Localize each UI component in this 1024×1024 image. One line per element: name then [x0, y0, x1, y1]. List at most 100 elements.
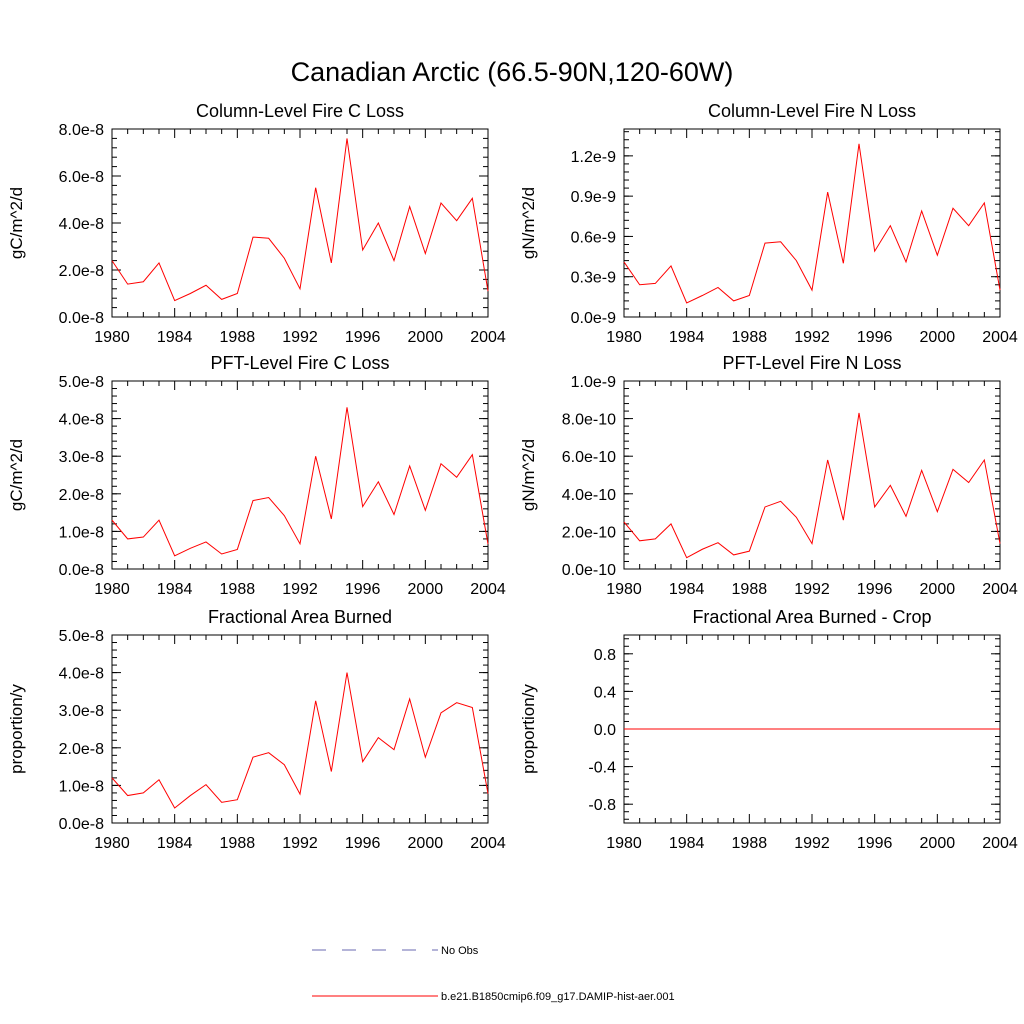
x-tick-label: 1984 [157, 329, 193, 346]
y-tick-label: 0.4 [594, 684, 616, 701]
series-line [111, 138, 489, 302]
panels: Column-Level Fire C Loss gC/m^2/d 1980 1984… [7, 101, 1018, 852]
y-tick-label: -0.4 [588, 760, 616, 777]
y-tick-label: 0.0e-8 [59, 562, 104, 579]
legend-obs-label: No Obs [441, 945, 479, 957]
x-tick-label: 2000 [920, 329, 956, 346]
x-tick-label: 1988 [732, 329, 768, 346]
y-tick-label: 8.0e-10 [562, 412, 616, 429]
x-tick-label: 1984 [669, 581, 705, 598]
x-tick-label: 2000 [920, 835, 956, 852]
x-tick-label: 1980 [606, 835, 642, 852]
x-tick-label: 1980 [606, 329, 642, 346]
x-tick-label: 1992 [794, 581, 830, 598]
x-tick-label: 1980 [94, 835, 130, 852]
x-tick-label: 2004 [470, 329, 506, 346]
y-tick-label: 0.0e-9 [571, 310, 616, 327]
x-tick-label: 1992 [282, 581, 318, 598]
y-tick-label: 4.0e-8 [59, 666, 104, 683]
figure-title: Canadian Arctic (66.5-90N,120-60W) [291, 57, 734, 87]
x-tick-label: 2004 [470, 835, 506, 852]
panel-title: PFT-Level Fire C Loss [210, 353, 389, 373]
x-tick-label: 1984 [157, 581, 193, 598]
series-line [111, 672, 489, 809]
x-tick-label: 2004 [470, 581, 506, 598]
y-tick-label: 2.0e-8 [59, 741, 104, 758]
x-tick-label: 1996 [857, 329, 893, 346]
y-axis-label: proportion/y [7, 684, 26, 774]
y-tick-label: 5.0e-8 [59, 374, 104, 391]
x-tick-label: 1996 [345, 329, 381, 346]
panel-5: Fractional Area Burned proportion/y 1980 19… [7, 607, 506, 852]
x-tick-label: 2004 [982, 835, 1018, 852]
y-axis-label: gN/m^2/d [519, 439, 538, 511]
y-tick-label: 1.2e-9 [571, 149, 616, 166]
y-axis-label: gN/m^2/d [519, 187, 538, 259]
y-tick-label: 3.0e-8 [59, 703, 104, 720]
y-tick-label: 5.0e-8 [59, 628, 104, 645]
x-tick-label: 1984 [157, 835, 193, 852]
x-tick-label: 2004 [982, 581, 1018, 598]
legend: No Obs b.e21.B1850cmip6.f09_g17.DAMIP-hi… [312, 945, 675, 1003]
y-tick-label: 3.0e-8 [59, 449, 104, 466]
panel-3: PFT-Level Fire C Loss gC/m^2/d 1980 1984 198… [7, 353, 506, 598]
x-tick-label: 2004 [982, 329, 1018, 346]
y-tick-label: 2.0e-8 [59, 487, 104, 504]
y-tick-label: 8.0e-8 [59, 122, 104, 139]
x-tick-label: 1992 [794, 329, 830, 346]
legend-model-label: b.e21.B1850cmip6.f09_g17.DAMIP-hist-aer.… [441, 991, 675, 1003]
x-tick-label: 1988 [732, 581, 768, 598]
panel-title: Column-Level Fire N Loss [708, 101, 916, 121]
y-axis-label: proportion/y [519, 684, 538, 774]
y-tick-label: 2.0e-10 [562, 524, 616, 541]
x-tick-label: 1980 [94, 329, 130, 346]
y-tick-label: 2.0e-8 [59, 263, 104, 280]
y-axis-label: gC/m^2/d [7, 187, 26, 259]
x-tick-label: 1992 [282, 329, 318, 346]
series-line [111, 407, 489, 557]
x-tick-label: 1988 [732, 835, 768, 852]
y-tick-label: 0.6e-9 [571, 229, 616, 246]
y-tick-label: 0.3e-9 [571, 270, 616, 287]
panel-title: Column-Level Fire C Loss [196, 101, 404, 121]
y-axis-label: gC/m^2/d [7, 439, 26, 511]
x-tick-label: 2000 [408, 581, 444, 598]
y-tick-label: 6.0e-8 [59, 169, 104, 186]
x-tick-label: 2000 [408, 835, 444, 852]
y-tick-label: 0.0 [594, 722, 616, 739]
x-tick-label: 1996 [345, 835, 381, 852]
panel-title: PFT-Level Fire N Loss [722, 353, 901, 373]
series-line [623, 143, 1001, 304]
panel-title: Fractional Area Burned - Crop [692, 607, 931, 627]
x-tick-label: 1988 [220, 581, 256, 598]
y-tick-label: 0.9e-9 [571, 189, 616, 206]
y-tick-label: 4.0e-8 [59, 216, 104, 233]
panel-6: Fractional Area Burned - Crop proportion/… [519, 607, 1018, 852]
y-tick-label: 6.0e-10 [562, 449, 616, 466]
y-tick-label: 0.8 [594, 647, 616, 664]
y-tick-label: 0.0e-8 [59, 816, 104, 833]
x-tick-label: 1980 [606, 581, 642, 598]
y-tick-label: 4.0e-8 [59, 412, 104, 429]
series-line [623, 412, 1001, 559]
x-tick-label: 1992 [282, 835, 318, 852]
x-tick-label: 2000 [920, 581, 956, 598]
x-tick-label: 1992 [794, 835, 830, 852]
y-tick-label: 1.0e-9 [571, 374, 616, 391]
x-tick-label: 1988 [220, 835, 256, 852]
plot-frame [623, 380, 1001, 570]
panel-title: Fractional Area Burned [208, 607, 392, 627]
y-tick-label: 1.0e-8 [59, 778, 104, 795]
x-tick-label: 1988 [220, 329, 256, 346]
panel-1: Column-Level Fire C Loss gC/m^2/d 1980 1984… [7, 101, 506, 346]
y-tick-label: -0.8 [588, 797, 616, 814]
x-tick-label: 1984 [669, 835, 705, 852]
panel-2: Column-Level Fire N Loss gN/m^2/d 1980 1984… [519, 101, 1018, 346]
x-tick-label: 1996 [345, 581, 381, 598]
y-tick-label: 0.0e-10 [562, 562, 616, 579]
y-tick-label: 1.0e-8 [59, 524, 104, 541]
y-tick-label: 0.0e-8 [59, 310, 104, 327]
x-tick-label: 1980 [94, 581, 130, 598]
y-tick-label: 4.0e-10 [562, 487, 616, 504]
